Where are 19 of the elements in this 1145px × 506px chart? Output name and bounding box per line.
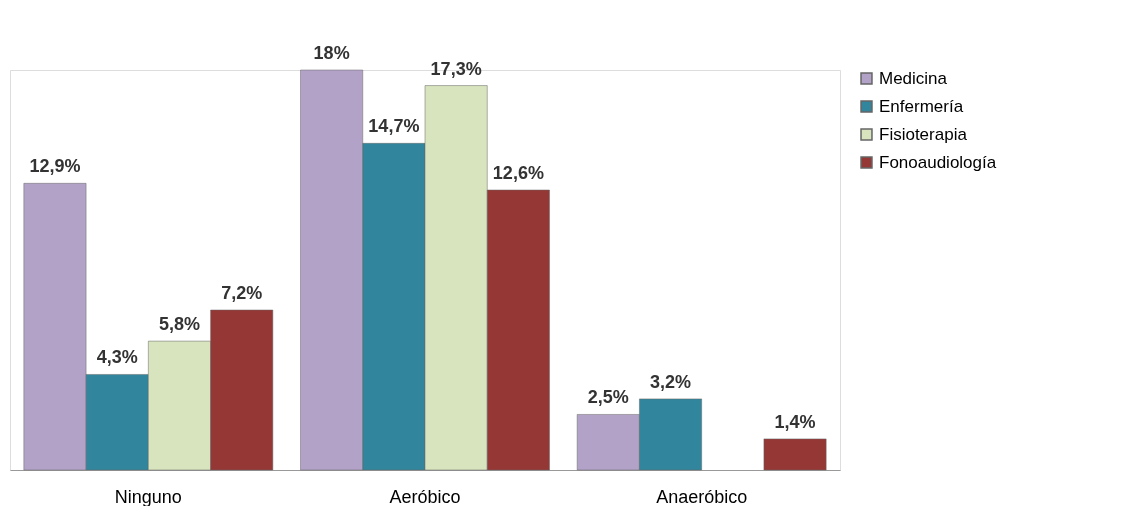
data-label: 12,6% [492,163,544,183]
bar [763,438,827,471]
x-tick-label: Aeróbico [389,486,461,506]
x-tick-label: Anaeróbico [656,486,748,506]
data-label: 17,3% [430,58,482,79]
x-tick-label: Ninguno [114,486,182,506]
legend-label: Fisioterapia [879,124,968,144]
data-label: 12,9% [29,156,81,177]
data-label: 3,2% [650,371,692,392]
legend-label: Enfermería [879,96,964,116]
data-label: 18% [313,43,350,63]
data-label: 7,2% [221,283,263,303]
data-label: 4,3% [96,347,138,368]
legend-label: Medicina [879,68,948,88]
data-label: 5,8% [158,314,200,335]
data-label: 2,5% [587,387,629,408]
data-label: 1,4% [774,411,816,432]
data-label: 14,7% [368,116,420,137]
legend-label: Fonoaudiología [879,152,997,172]
